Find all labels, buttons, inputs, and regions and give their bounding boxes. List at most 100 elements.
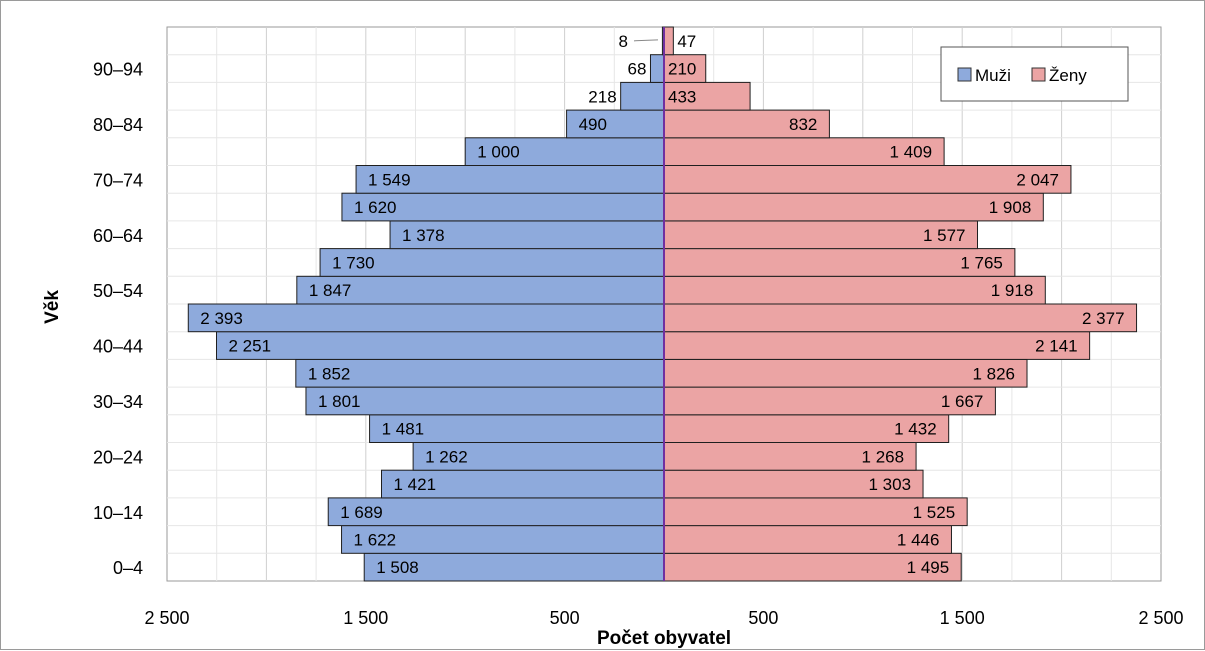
bar-muzi-90–94: [649, 54, 665, 83]
data-label-zeny: 210: [668, 60, 696, 79]
data-label-zeny: 2 141: [1035, 337, 1078, 356]
data-label-muzi: 218: [588, 87, 616, 106]
data-label-zeny: 1 908: [989, 198, 1032, 217]
legend-swatch-muzi: [957, 67, 972, 82]
legend-swatch-zeny: [1031, 67, 1046, 82]
x-tick-label: 500: [550, 608, 580, 628]
data-label-zeny: 1 268: [862, 447, 905, 466]
bar-zeny-45–49: [663, 303, 1138, 333]
bar-muzi-35–39: [295, 358, 665, 388]
data-label-muzi: 490: [579, 115, 607, 134]
data-label-zeny: 1 826: [972, 364, 1015, 383]
data-label-muzi: 1 549: [368, 170, 411, 189]
y-tick-label: 40–44: [93, 337, 143, 357]
data-label-zeny: 2 377: [1082, 309, 1125, 328]
data-label-muzi: 1 421: [394, 475, 437, 494]
bar-zeny-0–4: [663, 552, 962, 582]
x-axis-title: Počet obyvatel: [597, 628, 731, 649]
y-axis-tick-labels: 0–4 10–14 20–24 30–34 40–44 50–54 60–64 70–74 80…: [93, 60, 143, 579]
data-label-zeny: 1 303: [868, 475, 911, 494]
data-label-muzi: 1 730: [332, 253, 375, 272]
data-label-muzi: 68: [628, 60, 647, 79]
bar-zeny-95+: [663, 26, 674, 56]
data-label-muzi: 1 847: [309, 281, 352, 300]
legend-label-muzi: Muži: [975, 66, 1011, 85]
bar-zeny-40–44: [663, 331, 1091, 360]
x-tick-label: 1 500: [343, 608, 388, 628]
data-label-zeny: 1 432: [894, 420, 937, 439]
data-label-zeny: 1 409: [890, 143, 933, 162]
legend-label-zeny: Ženy: [1049, 66, 1087, 85]
bar-zeny-55–59: [663, 248, 1016, 277]
x-tick-label: 500: [748, 608, 778, 628]
bar-muzi-60–64: [389, 220, 665, 250]
bar-muzi-45–49: [187, 303, 665, 333]
y-tick-label: 70–74: [93, 170, 143, 190]
data-label-muzi: 2 393: [200, 309, 243, 328]
y-tick-label: 10–14: [93, 503, 143, 523]
bar-zeny-90–94: [663, 54, 707, 83]
data-label-zeny: 1 765: [960, 253, 1003, 272]
data-label-zeny: 1 495: [907, 558, 950, 577]
data-label-muzi: 1 508: [376, 558, 419, 577]
data-label-muzi: 1 689: [340, 503, 383, 522]
bar-zeny-15–19: [663, 469, 924, 499]
y-tick-label: 50–54: [93, 281, 143, 301]
y-tick-label: 90–94: [93, 60, 143, 80]
data-label-muzi: 8: [619, 32, 628, 51]
y-tick-label: 0–4: [113, 558, 143, 578]
bar-muzi-25–29: [369, 414, 665, 443]
y-tick-label: 30–34: [93, 392, 143, 412]
bar-muzi-80–84: [566, 109, 665, 139]
x-axis-tick-labels: 2 500 1 500 500 500 1 500 2 500: [144, 608, 1183, 628]
bar-zeny-70–74: [663, 165, 1072, 194]
bar-muzi-40–44: [216, 331, 665, 360]
data-label-zeny: 2 047: [1016, 170, 1059, 189]
data-labels: 1 508 1 495 1 622 1 446 1 689 1 525 1 421 1 303…: [200, 32, 1124, 577]
bar-zeny-60–64: [663, 220, 979, 250]
bar-zeny-85–89: [663, 81, 751, 111]
bar-muzi-65–69: [341, 192, 665, 222]
data-label-muzi: 1 852: [308, 364, 351, 383]
x-tick-label: 1 500: [940, 608, 985, 628]
data-label-zeny: 1 446: [897, 530, 940, 549]
data-label-zeny: 1 577: [923, 226, 966, 245]
data-label-muzi: 1 262: [425, 447, 468, 466]
bar-muzi-5–9: [341, 525, 665, 554]
x-tick-label: 2 500: [144, 608, 189, 628]
bar-zeny-25–29: [663, 414, 950, 443]
data-label-zeny: 832: [789, 115, 817, 134]
data-label-zeny: 1 918: [991, 281, 1034, 300]
bar-muzi-30–34: [305, 386, 665, 416]
bars: [187, 26, 1138, 582]
data-label-muzi: 1 622: [354, 530, 397, 549]
y-axis-title: Věk: [42, 290, 63, 324]
data-label-muzi: 2 251: [229, 337, 272, 356]
bar-muzi-50–54: [296, 275, 665, 305]
bar-muzi-70–74: [355, 165, 665, 194]
data-label-muzi: 1 000: [477, 143, 520, 162]
bar-muzi-10–14: [327, 497, 665, 527]
data-label-muzi: 1 620: [354, 198, 397, 217]
bar-muzi-20–24: [412, 442, 665, 471]
data-label-muzi: 1 378: [402, 226, 445, 245]
bar-muzi-75–79: [464, 137, 665, 167]
y-tick-label: 60–64: [93, 226, 143, 246]
data-label-muzi: 1 481: [382, 420, 425, 439]
data-label-muzi: 1 801: [318, 392, 361, 411]
leader-line: [633, 39, 659, 42]
data-label-zeny: 1 525: [913, 503, 956, 522]
bar-zeny-65–69: [663, 192, 1044, 222]
y-tick-label: 20–24: [93, 447, 143, 467]
x-tick-label: 2 500: [1138, 608, 1183, 628]
data-label-zeny: 1 667: [941, 392, 984, 411]
legend[interactable]: Muži Ženy: [940, 46, 1129, 102]
bar-zeny-75–79: [663, 137, 945, 167]
y-tick-label: 80–84: [93, 115, 143, 135]
data-label-zeny: 433: [668, 87, 696, 106]
bar-muzi-85–89: [620, 81, 665, 111]
bar-zeny-10–14: [663, 497, 968, 527]
data-label-zeny: 47: [677, 32, 696, 51]
